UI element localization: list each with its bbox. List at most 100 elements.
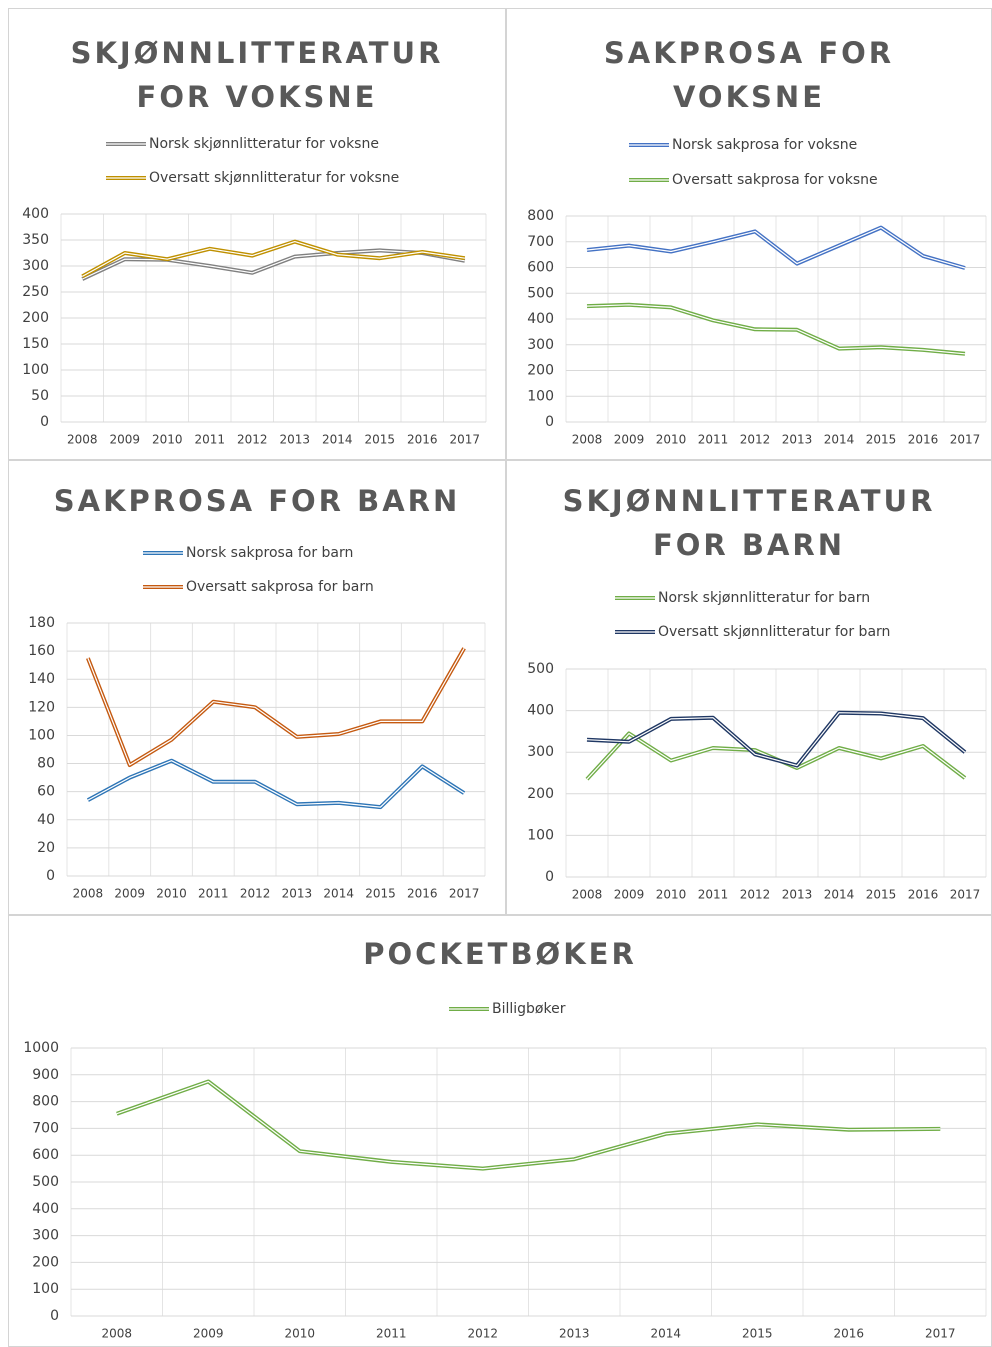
x-tick-label: 2010: [156, 887, 187, 901]
legend-label: Norsk skjønnlitteratur for barn: [658, 590, 871, 606]
chart-panel: 0 100 200 300 400 500 600 700 800 2008 2009 2010 201…: [506, 8, 992, 460]
chart-panel: 0 20 40 60 80 100 120 140 160 180 2008 2009 2010 2011…: [8, 460, 506, 915]
x-tick-label: 2012: [237, 433, 268, 447]
x-tick-label: 2010: [284, 1327, 315, 1341]
y-tick-label: 0: [545, 414, 554, 430]
y-tick-label: 400: [527, 703, 554, 719]
plot: 0 100 200 300 400 500 600 700 800 900 1000 2008 2009…: [23, 1040, 987, 1341]
series-line-inner: [87, 760, 465, 808]
y-tick-label: 20: [37, 840, 55, 856]
x-tick-label: 2013: [782, 433, 813, 447]
chart-title: POCKETBØKER: [363, 937, 637, 971]
series-line-inner: [586, 227, 966, 269]
x-tick-label: 2013: [282, 887, 313, 901]
legend-item: Norsk skjønnlitteratur for voksne: [106, 134, 379, 154]
series-line-inner: [82, 249, 465, 280]
y-tick-label: 1000: [23, 1040, 59, 1056]
y-tick-label: 600: [527, 260, 554, 276]
series-line-inner: [87, 648, 465, 766]
x-tick-label: 2009: [193, 1327, 224, 1341]
plot: 0 100 200 300 400 500 600 700 800 2008 2009 2010 201…: [527, 208, 987, 447]
legend-item: Oversatt skjønnlitteratur for barn: [615, 622, 890, 642]
x-tick-label: 2011: [698, 888, 729, 902]
series-line-inner: [586, 304, 966, 355]
chart-title: SKJØNNLITTERATUR FOR BARN: [562, 484, 936, 562]
legend-label: Oversatt skjønnlitteratur for barn: [658, 624, 891, 640]
y-tick-label: 100: [32, 1281, 59, 1297]
x-tick-label: 2016: [407, 887, 438, 901]
x-tick-label: 2009: [114, 887, 145, 901]
y-tick-label: 250: [22, 284, 49, 300]
y-tick-label: 300: [527, 744, 554, 760]
legend-swatch: [449, 1007, 489, 1011]
legend-swatch: [615, 630, 655, 634]
y-tick-label: 50: [31, 388, 49, 404]
legend-swatch: [143, 551, 183, 555]
legend-label: Oversatt sakprosa for barn: [186, 579, 374, 595]
x-tick-label: 2010: [656, 888, 687, 902]
x-tick-label: 2015: [866, 888, 897, 902]
y-tick-label: 150: [22, 336, 49, 352]
x-tick-label: 2016: [908, 433, 939, 447]
x-tick-label: 2009: [614, 888, 645, 902]
y-tick-label: 80: [37, 756, 55, 772]
x-tick-label: 2009: [614, 433, 645, 447]
y-tick-label: 0: [50, 1308, 59, 1324]
y-tick-label: 350: [22, 232, 49, 248]
y-tick-label: 100: [22, 362, 49, 378]
series-line-inner: [116, 1080, 941, 1170]
x-tick-label: 2009: [109, 433, 140, 447]
y-tick-label: 700: [32, 1120, 59, 1136]
x-tick-label: 2016: [833, 1327, 864, 1341]
y-tick-label: 160: [28, 643, 55, 659]
chart-title: SKJØNNLITTERATUR FOR VOKSNE: [70, 36, 444, 114]
legend-label: Norsk sakprosa for barn: [186, 545, 354, 561]
legend-item: Norsk sakprosa for voksne: [629, 135, 857, 155]
y-tick-label: 140: [28, 671, 55, 687]
y-tick-label: 800: [527, 208, 554, 224]
chart-panel: 0 100 200 300 400 500 2008 2009 2010 2011 2012 2013…: [506, 460, 992, 915]
x-tick-label: 2014: [824, 433, 855, 447]
x-tick-label: 2015: [364, 433, 395, 447]
x-tick-label: 2011: [376, 1327, 407, 1341]
chart-title: SAKPROSA FOR VOKSNE: [603, 36, 895, 114]
y-tick-label: 300: [22, 258, 49, 274]
y-tick-label: 200: [527, 363, 554, 379]
x-tick-label: 2013: [559, 1327, 590, 1341]
y-tick-label: 600: [32, 1147, 59, 1163]
x-tick-label: 2017: [925, 1327, 956, 1341]
x-tick-label: 2008: [73, 887, 104, 901]
y-tick-label: 100: [527, 388, 554, 404]
x-tick-label: 2016: [407, 433, 438, 447]
y-tick-label: 400: [32, 1201, 59, 1217]
x-tick-label: 2008: [572, 888, 603, 902]
chart-title: SAKPROSA FOR BARN: [53, 484, 461, 518]
chart-panel: 0 50 100 150 200 250 300 350 400 2008 2009 2010 2011…: [8, 8, 506, 460]
y-tick-label: 100: [28, 727, 55, 743]
x-tick-label: 2010: [656, 433, 687, 447]
legend-label: Billigbøker: [492, 1001, 566, 1017]
legend-swatch: [629, 143, 669, 147]
y-tick-label: 40: [37, 812, 55, 828]
y-tick-label: 180: [28, 615, 55, 631]
plot: 0 20 40 60 80 100 120 140 160 180 2008 2009 2010 2011…: [28, 615, 486, 901]
legend-label: Oversatt sakprosa for voksne: [672, 172, 878, 188]
y-tick-label: 700: [527, 234, 554, 250]
x-tick-label: 2011: [698, 433, 729, 447]
legend-item: Oversatt skjønnlitteratur for voksne: [106, 168, 399, 188]
series-line-inner: [82, 241, 465, 277]
x-tick-label: 2013: [279, 433, 310, 447]
y-tick-label: 300: [32, 1228, 59, 1244]
y-tick-label: 500: [527, 285, 554, 301]
x-tick-label: 2013: [782, 888, 813, 902]
y-tick-label: 200: [527, 786, 554, 802]
x-tick-label: 2014: [824, 888, 855, 902]
legend-item: Billigbøker: [449, 999, 565, 1019]
y-tick-label: 0: [545, 869, 554, 885]
x-tick-label: 2017: [950, 888, 981, 902]
x-tick-label: 2010: [152, 433, 183, 447]
x-tick-label: 2008: [572, 433, 603, 447]
y-tick-label: 500: [527, 661, 554, 677]
y-tick-label: 300: [527, 337, 554, 353]
y-tick-label: 60: [37, 784, 55, 800]
